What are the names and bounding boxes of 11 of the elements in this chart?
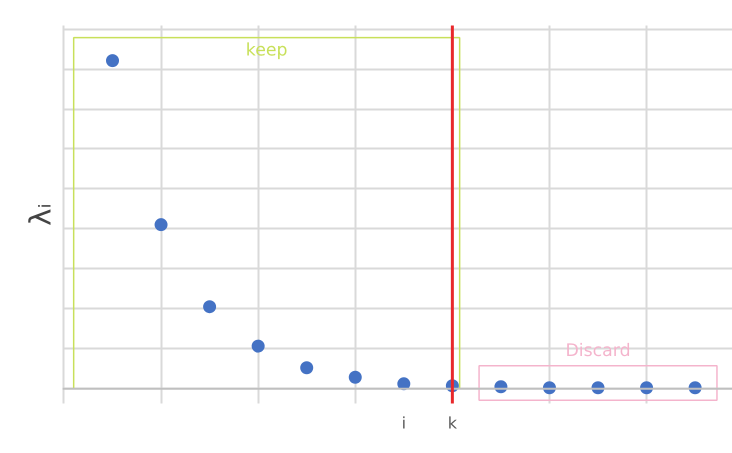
annotation: Discard (565, 340, 631, 361)
point (203, 300, 216, 314)
point (252, 340, 265, 353)
x-tick-label: i (402, 414, 406, 432)
point (154, 218, 168, 232)
point (348, 370, 362, 384)
point (106, 54, 120, 68)
y-axis-title: λᵢ (24, 203, 58, 226)
point (300, 361, 314, 374)
text: keep (246, 40, 288, 61)
x-tick-label: k (448, 414, 458, 432)
